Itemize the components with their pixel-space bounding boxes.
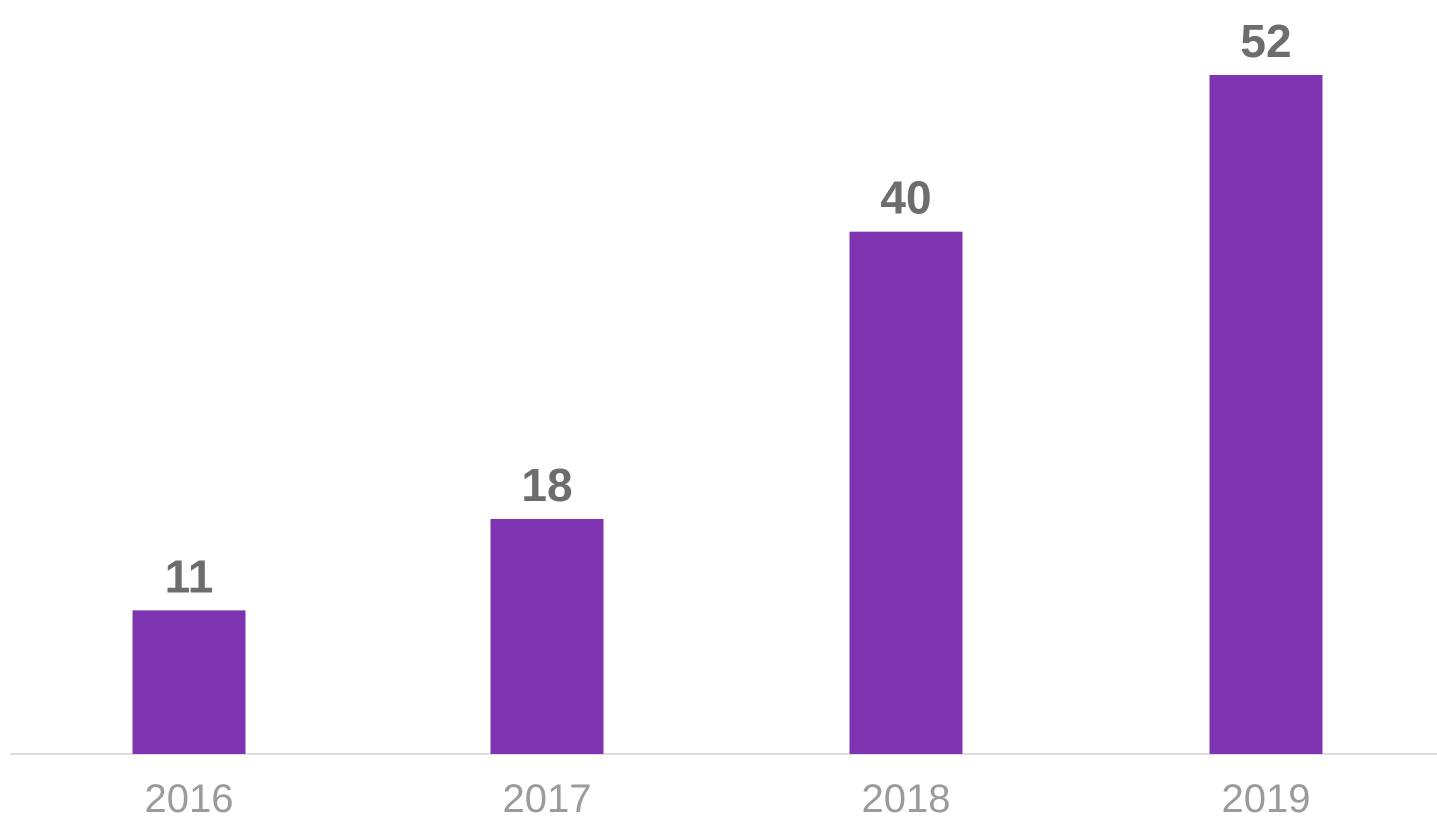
bar-2016 (132, 610, 246, 754)
value-label-2016: 11 (165, 550, 214, 602)
x-tick-label-2016: 2016 (145, 777, 234, 818)
bars-group (132, 75, 1323, 754)
x-tick-label-2018: 2018 (862, 777, 951, 818)
bar-2019 (1209, 75, 1323, 754)
bar-2017 (490, 518, 604, 754)
value-label-2018: 40 (880, 172, 931, 224)
value-label-2017: 18 (521, 459, 572, 511)
value-labels-group: 11 18 40 52 (165, 15, 1292, 602)
x-tick-labels-group: 2016 2017 2018 2019 (145, 777, 1311, 818)
x-tick-label-2017: 2017 (503, 777, 592, 818)
x-tick-label-2019: 2019 (1222, 777, 1311, 818)
bar-2018 (849, 231, 963, 754)
value-label-2019: 52 (1240, 15, 1291, 67)
